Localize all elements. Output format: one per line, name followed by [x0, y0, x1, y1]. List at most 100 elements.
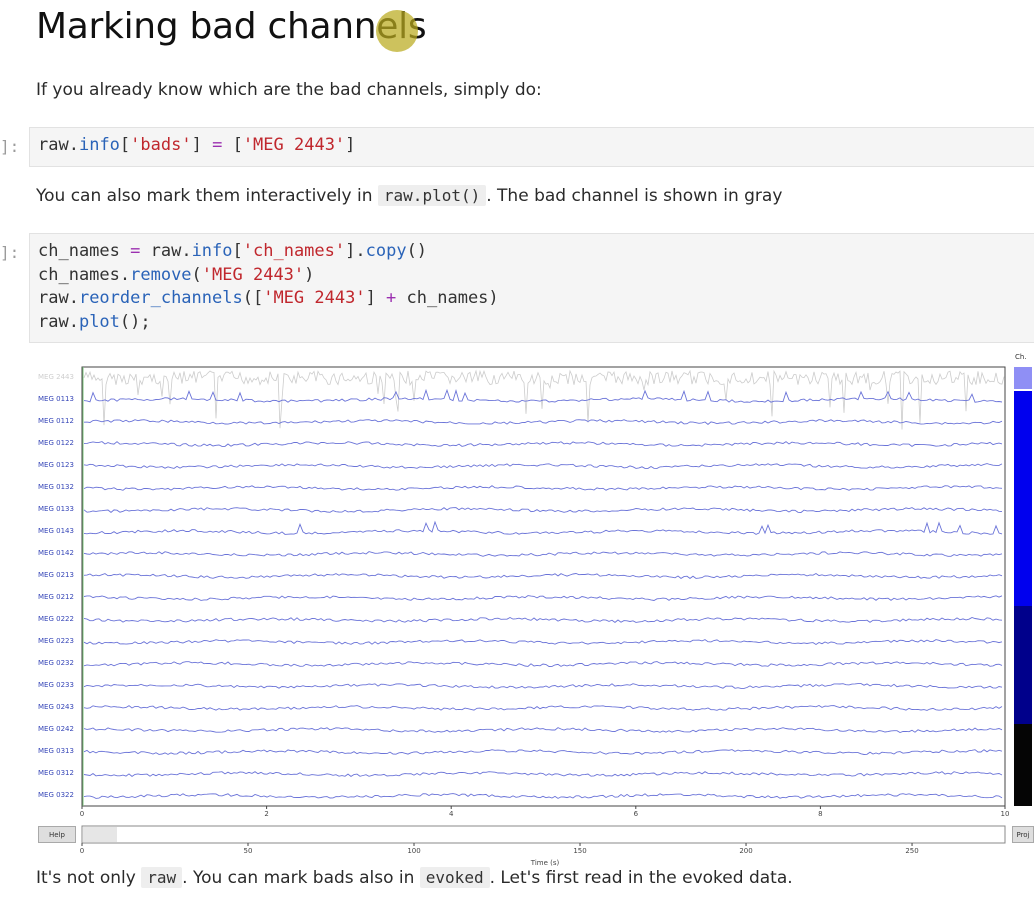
code-token: =: [130, 241, 141, 261]
channel-trace: [83, 704, 1003, 711]
code-token: .: [68, 135, 79, 155]
channel-trace: [83, 616, 1003, 623]
channel-label[interactable]: MEG 0142: [38, 549, 74, 557]
channel-label[interactable]: MEG 0233: [38, 681, 74, 689]
proj-button[interactable]: Proj: [1012, 826, 1034, 843]
scrollbar-segment-bad: [1014, 367, 1032, 389]
code-token: copy: [365, 241, 407, 261]
overview-tick-label: 0: [79, 847, 85, 855]
code-token: ]: [365, 288, 387, 308]
channel-label[interactable]: MEG 0213: [38, 571, 74, 579]
code-token: 'MEG 2443': [263, 288, 366, 308]
time-tick-label: 6: [633, 810, 639, 818]
code-token: +: [386, 288, 397, 308]
channel-label[interactable]: MEG 0212: [38, 593, 74, 601]
code-line: raw.reorder_channels(['MEG 2443'] + ch_n…: [38, 287, 1026, 311]
channel-label[interactable]: MEG 0223: [38, 637, 74, 645]
text-span: . Let's first read in the evoked data.: [489, 868, 793, 888]
code-token: 'MEG 2443': [242, 135, 346, 155]
inline-code: raw.plot(): [377, 185, 487, 206]
overview-bar: [81, 825, 1006, 844]
code-token: raw: [38, 135, 69, 155]
code-token: (: [191, 264, 202, 285]
code-token: ch_names.: [38, 264, 131, 285]
channel-trace: [83, 727, 1003, 733]
channel-label[interactable]: MEG 0113: [38, 395, 74, 403]
help-button[interactable]: Help: [38, 826, 76, 843]
channel-label[interactable]: MEG 0232: [38, 659, 74, 667]
text-span: You can also mark them interactively in: [36, 186, 378, 206]
channel-trace: [83, 520, 1003, 535]
code-token: (): [406, 241, 428, 261]
channel-trace: [83, 485, 1003, 491]
channel-label[interactable]: MEG 0242: [38, 725, 74, 733]
channel-label[interactable]: MEG 0322: [38, 791, 74, 799]
channel-trace: [83, 639, 1003, 646]
time-tick-label: 2: [264, 810, 269, 818]
code-token: plot: [78, 311, 120, 332]
code-token: ): [304, 264, 315, 285]
channel-label[interactable]: MEG 0122: [38, 439, 74, 447]
channel-trace: [83, 419, 1003, 425]
overview-axis-label: Time (s): [530, 859, 560, 867]
channel-trace: [83, 551, 1003, 557]
scrollbar-segment: [1014, 391, 1032, 606]
text-span: . You can mark bads also in: [182, 868, 420, 888]
code-token: ].: [345, 241, 366, 261]
code-token: remove: [130, 264, 192, 285]
code-token: ch_names): [396, 288, 499, 308]
channel-trace: [83, 661, 1003, 667]
bad-channel-label[interactable]: MEG 2443: [38, 373, 74, 381]
overview-tick-label: 100: [407, 847, 421, 855]
scrollbar-segment: [1014, 606, 1032, 724]
code-cell-1[interactable]: raw.info['bads'] = ['MEG 2443']: [29, 127, 1034, 167]
code-token: [: [232, 241, 243, 261]
channel-label[interactable]: MEG 0132: [38, 483, 74, 491]
overview-tick-label: 50: [243, 847, 253, 855]
inline-code: evoked: [419, 867, 490, 888]
code-token: ();: [119, 311, 151, 332]
channel-trace: [83, 683, 1003, 689]
channel-label[interactable]: MEG 0123: [38, 461, 74, 469]
code-cell-2[interactable]: ch_names = raw.info['ch_names'].copy() ch…: [29, 233, 1034, 343]
time-tick-label: 10: [1000, 810, 1010, 818]
channel-trace: [83, 793, 1003, 799]
overview-tick-label: 150: [573, 847, 587, 855]
raw-plot-output: MEG 2443 MEG 0113 MEG 0112 MEG 0122 MEG 012…: [0, 350, 1034, 870]
channel-label[interactable]: MEG 0312: [38, 769, 74, 777]
scrollbar-segment: [1014, 724, 1032, 806]
channel-trace: [83, 463, 1003, 469]
channel-label[interactable]: MEG 0222: [38, 615, 74, 623]
code-token: 'ch_names': [242, 241, 346, 261]
code-line: ch_names.remove('MEG 2443'): [38, 264, 1026, 288]
channel-label[interactable]: MEG 0133: [38, 505, 74, 513]
time-tick-label: 4: [448, 810, 454, 818]
channel-label[interactable]: MEG 0313: [38, 747, 74, 755]
raw-plot-canvas[interactable]: [0, 350, 1034, 870]
code-token: 'bads': [130, 135, 192, 155]
channel-trace: [83, 595, 1003, 601]
channel-label[interactable]: MEG 0143: [38, 527, 74, 535]
code-token: ([: [242, 288, 264, 308]
code-token: ]: [345, 135, 356, 155]
code-token: ]: [191, 135, 213, 155]
channel-trace: [83, 749, 1003, 755]
time-tick-label: 8: [818, 810, 823, 818]
evoked-intro-text: It's not only raw. You can mark bads als…: [36, 867, 793, 888]
channel-trace: [83, 388, 1003, 403]
cell-prompt-1: ]:: [0, 137, 20, 156]
code-token: raw.: [38, 311, 79, 332]
text-span: . The bad channel is shown in gray: [486, 186, 783, 206]
mouse-cursor-highlight: [376, 10, 418, 52]
time-tick-label: 0: [79, 810, 85, 818]
bad-channel-trace: [83, 369, 1005, 430]
code-token: ch_names: [38, 241, 131, 261]
code-line: raw.plot();: [38, 311, 1026, 335]
code-token: info: [78, 135, 120, 155]
channel-label[interactable]: MEG 0112: [38, 417, 74, 425]
intro-text: If you already know which are the bad ch…: [36, 80, 542, 100]
overview-window: [83, 827, 117, 842]
channel-label[interactable]: MEG 0243: [38, 703, 74, 711]
code-token: reorder_channels: [78, 288, 243, 308]
overview-tick-label: 200: [739, 847, 753, 855]
